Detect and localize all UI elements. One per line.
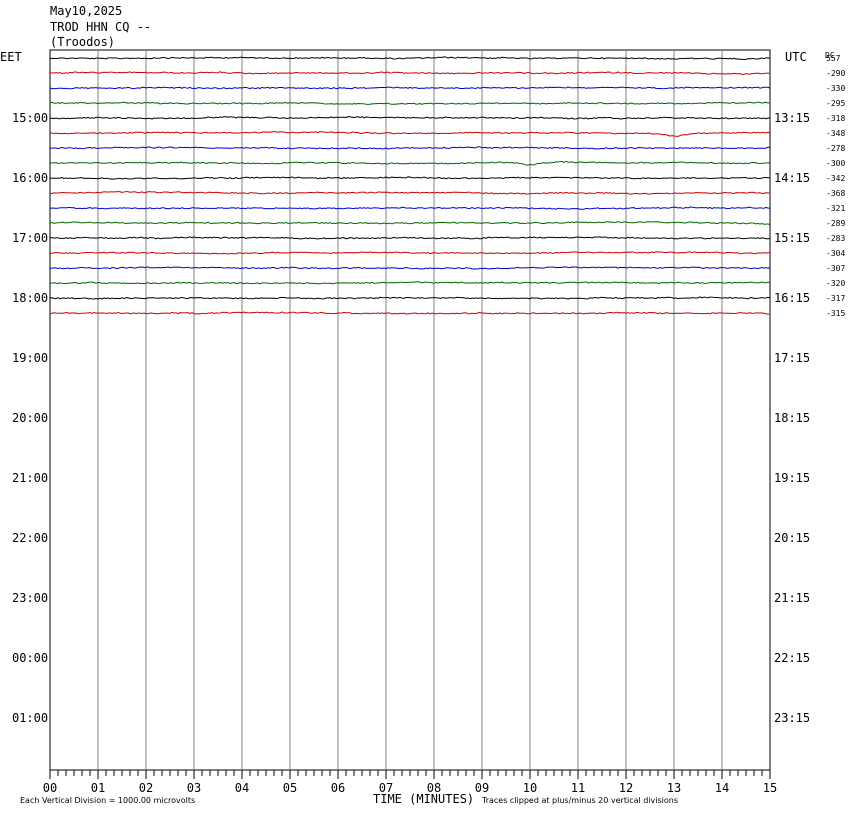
grid-lines bbox=[49, 49, 771, 771]
x-tick-label: 14 bbox=[715, 781, 729, 795]
left-timezone-label: EET bbox=[0, 50, 22, 64]
right-hour-label: 16:15 bbox=[774, 291, 810, 305]
trace-line bbox=[49, 206, 771, 210]
header-station: TROD HHN CQ -- bbox=[50, 20, 152, 34]
trace-line bbox=[49, 56, 771, 60]
left-hour-labels: 15:00 16:00 17:00 18:00 19:00 20:00 21:00 22:00… bbox=[12, 111, 48, 725]
dc-offset-value: -290 bbox=[826, 69, 845, 78]
left-hour-label: 18:00 bbox=[12, 291, 48, 305]
dc-offset-value: -315 bbox=[826, 309, 845, 318]
trace-line bbox=[49, 220, 771, 226]
right-hour-label: 18:15 bbox=[774, 411, 810, 425]
left-hour-label: 15:00 bbox=[12, 111, 48, 125]
x-tick-label: 12 bbox=[619, 781, 633, 795]
x-tick-label: 06 bbox=[331, 781, 345, 795]
trace-line bbox=[49, 131, 771, 137]
right-hour-label: 21:15 bbox=[774, 591, 810, 605]
header-location: (Troodos) bbox=[50, 35, 116, 49]
trace-line bbox=[49, 266, 771, 270]
x-tick-label: 15 bbox=[763, 781, 777, 795]
right-hour-label: 22:15 bbox=[774, 651, 810, 665]
right-hour-label: 17:15 bbox=[774, 351, 810, 365]
dc-offset-labels: 557 -290 -330 -295 -318 -348 -278 -300 -342 -368 -… bbox=[826, 54, 845, 318]
left-hour-label: 20:00 bbox=[12, 411, 48, 425]
dc-offset-value: -278 bbox=[826, 144, 845, 153]
x-tick-label: 04 bbox=[235, 781, 249, 795]
x-tick-label: 02 bbox=[139, 781, 153, 795]
dc-offset-value: -348 bbox=[826, 129, 845, 138]
dc-offset-value: -317 bbox=[826, 294, 845, 303]
trace-line bbox=[49, 296, 771, 300]
dc-offset-value: -295 bbox=[826, 99, 845, 108]
trace-line bbox=[49, 160, 771, 166]
trace-line bbox=[49, 71, 771, 75]
dc-offset-value: -368 bbox=[826, 189, 845, 198]
dc-offset-value: -289 bbox=[826, 219, 845, 228]
x-tick-label: 08 bbox=[427, 781, 441, 795]
dc-offset-value: -342 bbox=[826, 174, 845, 183]
x-tick-label: 01 bbox=[91, 781, 105, 795]
trace-line bbox=[49, 191, 771, 195]
trace-line bbox=[49, 101, 771, 105]
right-hour-label: 23:15 bbox=[774, 711, 810, 725]
left-hour-label: 19:00 bbox=[12, 351, 48, 365]
x-axis-label: TIME (MINUTES) bbox=[373, 792, 474, 806]
left-hour-label: 00:00 bbox=[12, 651, 48, 665]
scale-note: Each Vertical Division = 1000.00 microvo… bbox=[20, 796, 195, 805]
dc-offset-value: -320 bbox=[826, 279, 845, 288]
dc-offset-value: -318 bbox=[826, 114, 845, 123]
trace-line bbox=[49, 251, 771, 255]
right-hour-label: 15:15 bbox=[774, 231, 810, 245]
x-tick-label: 10 bbox=[523, 781, 537, 795]
right-hour-labels: 13:15 14:15 15:15 16:15 17:15 18:15 19:15 20:15… bbox=[774, 111, 810, 725]
trace-line bbox=[49, 281, 771, 285]
x-tick-label: 05 bbox=[283, 781, 297, 795]
left-hour-label: 22:00 bbox=[12, 531, 48, 545]
left-hour-label: 23:00 bbox=[12, 591, 48, 605]
x-axis-ticks: 00 01 02 03 04 05 06 07 08 09 10 11 12 13 14 15 bbox=[43, 770, 777, 795]
left-hour-label: 17:00 bbox=[12, 231, 48, 245]
dc-offset-value: -304 bbox=[826, 249, 845, 258]
dc-offset-value: -321 bbox=[826, 204, 845, 213]
header-date: May10,2025 bbox=[50, 4, 123, 18]
x-tick-label: 03 bbox=[187, 781, 201, 795]
seismic-traces bbox=[49, 56, 771, 315]
right-hour-label: 13:15 bbox=[774, 111, 810, 125]
right-timezone-label: UTC bbox=[785, 50, 807, 64]
trace-line bbox=[49, 236, 771, 240]
x-tick-label: 00 bbox=[43, 781, 57, 795]
left-hour-label: 21:00 bbox=[12, 471, 48, 485]
trace-line bbox=[49, 146, 771, 150]
left-hour-label: 16:00 bbox=[12, 171, 48, 185]
dc-offset-value: 557 bbox=[826, 54, 841, 63]
right-hour-label: 20:15 bbox=[774, 531, 810, 545]
dc-header-label: DC bbox=[825, 51, 835, 60]
dc-offset-value: -330 bbox=[826, 84, 845, 93]
trace-line bbox=[49, 311, 771, 315]
x-tick-label: 13 bbox=[667, 781, 681, 795]
x-tick-label: 07 bbox=[379, 781, 393, 795]
trace-line bbox=[49, 86, 771, 90]
x-tick-label: 11 bbox=[571, 781, 585, 795]
right-hour-label: 19:15 bbox=[774, 471, 810, 485]
dc-offset-value: -300 bbox=[826, 159, 845, 168]
dc-offset-value: -307 bbox=[826, 264, 845, 273]
clip-note: Traces clipped at plus/minus 20 vertical… bbox=[481, 796, 678, 805]
trace-line bbox=[49, 176, 771, 180]
trace-line bbox=[49, 116, 771, 120]
plot-frame bbox=[49, 49, 771, 771]
x-tick-label: 09 bbox=[475, 781, 489, 795]
left-hour-label: 01:00 bbox=[12, 711, 48, 725]
right-hour-label: 14:15 bbox=[774, 171, 810, 185]
dc-offset-value: -283 bbox=[826, 234, 845, 243]
